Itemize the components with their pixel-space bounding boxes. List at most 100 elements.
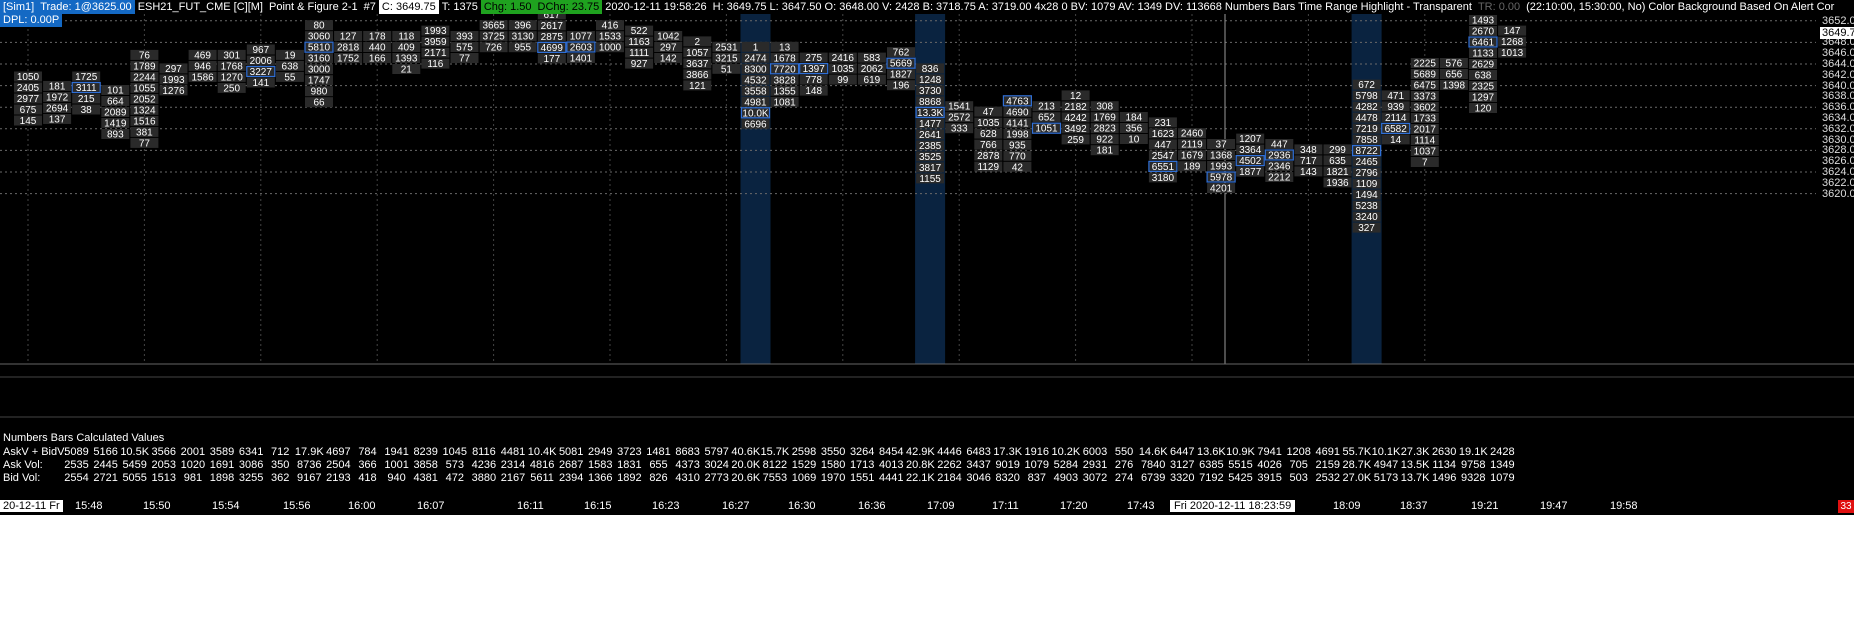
pf-cell [654,31,683,41]
price-axis-label: 3646.00 [1822,47,1854,60]
panel-value: 4310 [675,472,700,484]
time-axis-label: 17:11 [992,500,1019,512]
panel-value: 4446 [937,446,962,458]
pf-cell [625,36,654,47]
pf-cell [130,104,159,115]
panel-value: 19.1K [1458,446,1488,458]
panel-value: 3127 [1170,459,1195,471]
pf-cell-value: 259 [1067,135,1084,146]
pf-cell-value: 6551 [1152,162,1175,173]
pf-cell-value: 3637 [686,59,709,70]
pf-cell [799,85,828,96]
pf-cell [1061,101,1090,112]
pf-cell [43,80,72,91]
panel-value: 7553 [762,472,788,484]
pf-cell-value: 717 [1300,156,1317,167]
pf-cell [1352,211,1381,222]
pf-cell-value: 1533 [599,32,622,43]
pf-cell-value: 143 [1300,167,1317,178]
pf-cell [1410,69,1439,79]
pf-cell-value: 19 [284,50,296,61]
pf-cell-value: 3364 [1239,145,1262,156]
pf-cell [1352,90,1381,101]
pf-cell-value: 766 [980,140,997,151]
pf-cell-value: 1679 [1181,151,1204,162]
pf-cell [1090,123,1119,134]
symbol-label[interactable]: ESH21_FUT_CME [C][M] [137,1,263,13]
pf-cell-value: 127 [340,32,357,43]
pf-cell [72,93,101,104]
pf-cell [304,41,334,53]
pf-cell-value: 396 [514,21,531,32]
panel-value: 3723 [617,446,642,458]
panel-value: 15.7K [760,446,790,458]
pf-cell-value: 297 [660,43,677,54]
pf-cell-value: 726 [485,43,502,54]
pf-cell-value: 297 [165,64,182,75]
pf-cell [43,102,72,113]
pf-cell [741,52,770,63]
chart-type-label: Point & Figure 2-1 [269,1,358,13]
time-axis-label: 16:07 [417,500,445,512]
panel-value: 2262 [937,459,962,471]
pf-cell-value: 2603 [570,43,593,54]
pf-cell [1206,171,1236,183]
pf-cell [799,52,828,63]
point-and-figure-chart[interactable]: 1050240529776751451811972269413717253111… [0,0,1854,515]
pf-cell-value: 1733 [1414,114,1437,125]
pf-cell [974,106,1003,117]
panel-value: 3550 [820,446,846,458]
pf-cell [101,85,130,95]
pf-cell-value: 575 [456,43,473,54]
pf-cell-value: 638 [1475,71,1492,82]
pf-cell-value: 1516 [133,116,156,127]
pf-cell-value: 42 [1012,162,1024,173]
pf-cell-value: 121 [689,81,706,92]
pf-cell-value: 3130 [512,32,535,43]
pf-cell [1236,133,1265,144]
panel-value: 10.1K [1371,446,1401,458]
pf-cell-value: 1493 [1472,16,1495,27]
pf-cell [1352,123,1381,134]
pf-cell-value: 7858 [1355,135,1378,146]
pf-cell-value: 3180 [1152,173,1175,184]
pf-cell-value: 178 [369,32,386,43]
time-axis-label: 17:43 [1127,500,1155,512]
pf-cell [392,31,421,41]
pf-cell-value: 141 [252,78,269,89]
pf-cell [857,74,886,85]
pf-cell [188,60,217,71]
panel-value: 837 [1027,472,1046,484]
panel-value: 655 [649,459,668,471]
pf-cell [916,140,945,151]
pf-cell [916,162,945,173]
account-label[interactable]: [Sim1] [0,0,38,14]
alert-count-badge[interactable]: 33 [1838,500,1854,513]
pf-cell-value: 1541 [948,102,971,113]
pf-cell-value: 120 [1475,104,1492,115]
pf-cell [1148,172,1177,183]
pf-cell-value: 1248 [919,75,942,86]
panel-value: 8736 [297,459,322,471]
panel-value: 2721 [93,472,118,484]
panel-value: 5081 [558,446,584,458]
pf-cell-value: 664 [107,97,124,108]
chart-area[interactable]: 1050 2405 2977 675 145 181 1972 2694 137 1725 3111… [0,0,1854,515]
panel-value: 13.7K [1400,472,1430,484]
pf-cell [101,118,130,128]
pf-cell [1265,172,1294,182]
pf-cell-value: 3160 [308,54,331,65]
pf-cell [740,107,771,119]
pf-cell [275,71,304,82]
pf-cell [741,74,770,85]
panel-value: 784 [358,446,377,458]
panel-value: 1208 [1286,446,1311,458]
pf-cell [305,97,333,108]
pf-cell-value: 2052 [133,94,156,105]
pf-cell-value: 10 [1128,135,1140,146]
pf-cell-value: 184 [1125,113,1142,124]
pf-cell-value: 7 [1422,158,1428,169]
pf-cell-value: 2212 [1268,173,1291,184]
panel-value: 1529 [791,459,817,471]
pf-cell [1469,92,1497,102]
